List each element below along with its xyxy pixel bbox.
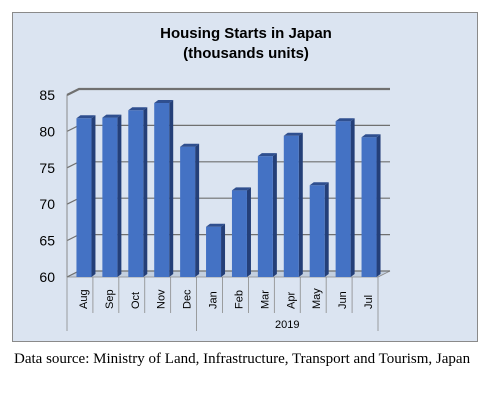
bar xyxy=(231,190,247,277)
bar-side xyxy=(143,107,148,278)
bar-side xyxy=(298,132,303,277)
bar-top xyxy=(309,182,329,186)
chart-frame: Housing Starts in Japan (thousands units… xyxy=(12,12,478,342)
bar xyxy=(128,110,144,278)
chart-plot: 60 65 70 75 80 85 Aug Sep Oct Nov Dec Jan Feb Mar Apr M… xyxy=(39,87,391,331)
chart-subtitle: (thousands units) xyxy=(183,45,309,62)
x-tick-label: Dec xyxy=(182,289,194,309)
bar-side xyxy=(246,187,251,277)
y-tick-label: 70 xyxy=(39,196,55,212)
bar-top xyxy=(206,223,226,227)
bar-side xyxy=(272,153,277,277)
bar-top xyxy=(180,143,200,147)
x-tick-label: Aug xyxy=(78,289,90,309)
chart-title: Housing Starts in Japan xyxy=(160,25,332,42)
x-tick-label: May xyxy=(311,288,323,309)
x-tick-label: Apr xyxy=(285,292,297,309)
x-tick-label: Jul xyxy=(363,295,375,309)
bar-top xyxy=(283,132,303,136)
bar-top xyxy=(361,134,381,138)
bar xyxy=(361,137,377,277)
bar-top xyxy=(154,100,174,104)
bar xyxy=(335,121,351,277)
bar xyxy=(180,146,196,277)
bar xyxy=(154,103,170,278)
x-tick-label: Jun xyxy=(337,291,349,309)
y-tick-label: 60 xyxy=(39,269,55,285)
bar xyxy=(309,185,325,277)
x-tick-label: Oct xyxy=(130,292,142,309)
x-tick-label: Sep xyxy=(104,289,116,309)
y-tick-label: 80 xyxy=(39,123,55,139)
bar-side xyxy=(350,118,355,277)
y-tick-label: 75 xyxy=(39,160,55,176)
bar xyxy=(76,118,92,278)
bar-side xyxy=(376,134,381,277)
gridline xyxy=(66,87,390,96)
bar xyxy=(257,156,273,277)
bar-side xyxy=(324,182,329,277)
x-tick-label: Jan xyxy=(208,291,220,309)
bar-side xyxy=(195,143,200,277)
bar xyxy=(206,226,222,277)
x-tick-label: Nov xyxy=(156,289,168,309)
bar xyxy=(283,135,299,277)
x-tick-label: Mar xyxy=(259,290,271,309)
year-group-label: 2019 xyxy=(275,319,299,331)
x-tick-label: Feb xyxy=(233,290,245,309)
bar-top xyxy=(128,107,148,111)
bar-top xyxy=(257,153,277,157)
bar-top xyxy=(76,115,96,119)
bar-side xyxy=(117,114,122,278)
bar-top xyxy=(335,118,355,122)
bar-side xyxy=(91,115,96,278)
bar-side xyxy=(221,223,226,277)
data-source-caption: Data source: Ministry of Land, Infrastru… xyxy=(14,351,471,367)
bar-top xyxy=(102,114,122,118)
y-tick-label: 85 xyxy=(39,87,55,103)
bar-top xyxy=(231,187,251,191)
y-tick-label: 65 xyxy=(39,233,55,249)
bar-side xyxy=(169,100,174,278)
bar xyxy=(102,117,118,278)
